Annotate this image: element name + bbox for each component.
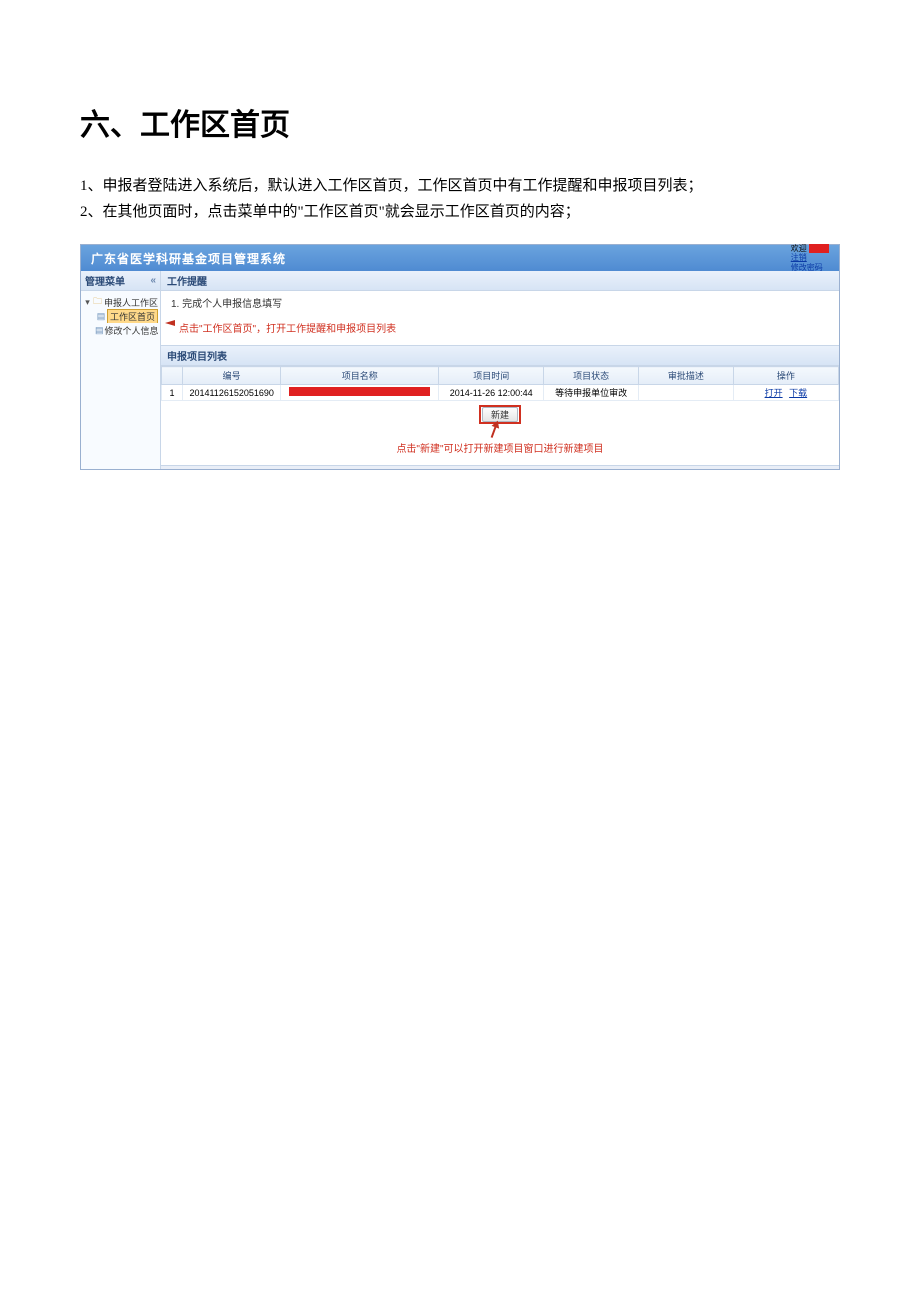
tree-item-edit-profile[interactable]: ▤ 修改个人信息	[83, 323, 158, 337]
document-heading: 六、工作区首页	[80, 100, 840, 144]
reminder-item: 1. 完成个人申报信息填写	[171, 295, 829, 310]
logout-link[interactable]: 注销	[791, 253, 829, 263]
app-title: 广东省医学科研基金项目管理系统	[91, 250, 286, 267]
user-box: 欢迎 xx 注销 修改密码	[791, 244, 829, 273]
cell-ops: 打开 下载	[733, 385, 838, 401]
nav-tree: ▾ 🗀 申报人工作区 ▤ 工作区首页 ▤ 修改个人信息	[81, 291, 160, 341]
col-name[interactable]: 项目名称	[281, 367, 439, 385]
reminder-list: 1. 完成个人申报信息填写	[161, 291, 839, 314]
col-time[interactable]: 项目时间	[439, 367, 544, 385]
tree-root[interactable]: ▾ 🗀 申报人工作区	[83, 295, 158, 309]
reminder-header: 工作提醒	[161, 271, 839, 291]
app-topbar: 广东省医学科研基金项目管理系统 欢迎 xx 注销 修改密码	[81, 245, 839, 271]
doc-paragraph-2: 2、在其他页面时，点击菜单中的"工作区首页"就会显示工作区首页的内容；	[80, 200, 840, 224]
cell-name-redacted	[281, 385, 439, 401]
annotation-new-text: 点击"新建"可以打开新建项目窗口进行新建项目	[396, 444, 603, 455]
col-index	[162, 367, 183, 385]
download-link[interactable]: 下载	[789, 388, 807, 398]
collapse-icon[interactable]: «	[150, 275, 156, 286]
annotation-new-hint: 点击"新建"可以打开新建项目窗口进行新建项目	[161, 426, 839, 465]
page-icon: ▤	[95, 311, 107, 322]
username-redacted: xx	[809, 244, 829, 253]
new-button[interactable]: 新建	[482, 407, 518, 422]
footer-bar	[161, 465, 839, 469]
cell-index: 1	[162, 385, 183, 401]
tree-item-label: 修改个人信息	[104, 324, 158, 337]
table-row[interactable]: 1 20141126152051690 2014-11-26 12:00:44 …	[162, 385, 839, 401]
app-screenshot: 广东省医学科研基金项目管理系统 欢迎 xx 注销 修改密码 管理菜单 « ▾ 🗀…	[80, 244, 840, 470]
tree-item-label: 工作区首页	[107, 309, 158, 323]
main-panel: 工作提醒 1. 完成个人申报信息填写 点击"工作区首页"，打开工作提醒和申报项目…	[161, 271, 839, 469]
col-code[interactable]: 编号	[183, 367, 281, 385]
sidebar-header: 管理菜单 «	[81, 271, 160, 291]
sidebar-title: 管理菜单	[85, 273, 125, 288]
arrow-up-icon	[491, 424, 498, 438]
welcome-label: 欢迎	[791, 244, 807, 253]
cell-time: 2014-11-26 12:00:44	[439, 385, 544, 401]
folder-icon: 🗀	[92, 295, 103, 309]
annotation-sidebar-hint: 点击"工作区首页"，打开工作提醒和申报项目列表	[161, 314, 839, 345]
project-list-header: 申报项目列表	[161, 345, 839, 366]
doc-paragraph-1: 1、申报者登陆进入系统后，默认进入工作区首页，工作区首页中有工作提醒和申报项目列…	[80, 174, 840, 198]
cell-code: 20141126152051690	[183, 385, 281, 401]
col-status[interactable]: 项目状态	[544, 367, 639, 385]
document-body: 1、申报者登陆进入系统后，默认进入工作区首页，工作区首页中有工作提醒和申报项目列…	[80, 174, 840, 224]
tree-item-workspace-home[interactable]: ▤ 工作区首页	[83, 309, 158, 323]
open-link[interactable]: 打开	[765, 388, 783, 398]
page-icon: ▤	[95, 325, 104, 336]
tree-root-label: 申报人工作区	[103, 296, 158, 309]
col-review[interactable]: 审批描述	[639, 367, 734, 385]
col-ops: 操作	[733, 367, 838, 385]
cell-status: 等待申报单位审改	[544, 385, 639, 401]
sidebar: 管理菜单 « ▾ 🗀 申报人工作区 ▤ 工作区首页 ▤ 修改个人信息	[81, 271, 161, 469]
project-table: 编号 项目名称 项目时间 项目状态 审批描述 操作 1 201411261520…	[161, 366, 839, 401]
cell-review	[639, 385, 734, 401]
tree-toggle-icon[interactable]: ▾	[83, 297, 92, 308]
